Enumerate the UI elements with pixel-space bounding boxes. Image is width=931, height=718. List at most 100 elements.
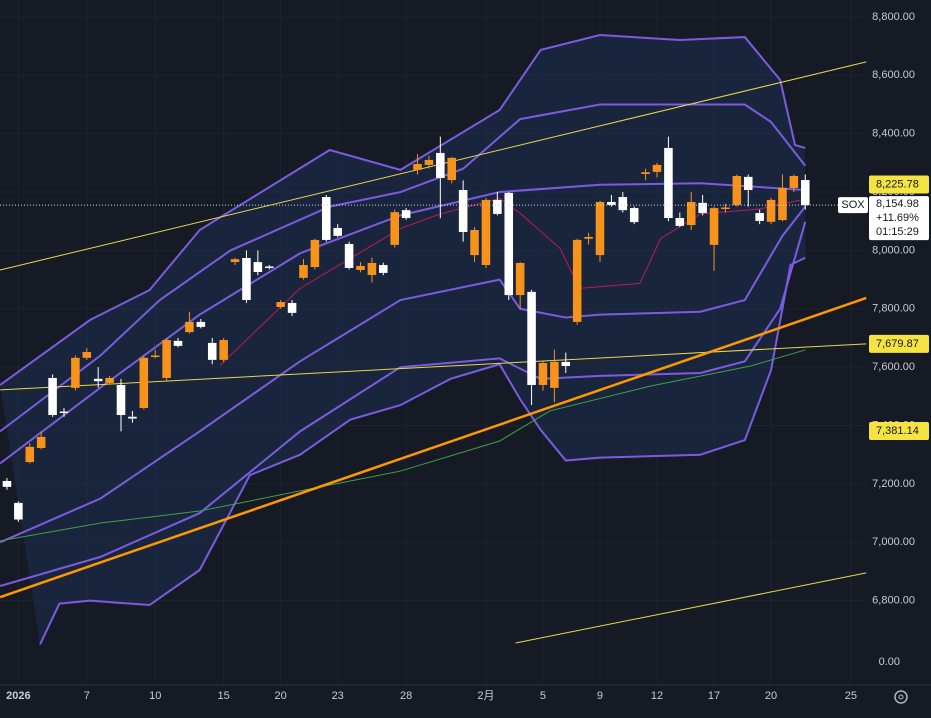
candle-body xyxy=(322,197,331,240)
candle-body xyxy=(310,239,320,268)
candle-body xyxy=(698,202,707,214)
candle-body xyxy=(207,342,217,360)
indicator-line xyxy=(39,256,806,645)
x-tick-label: 7 xyxy=(84,690,90,702)
candle-body xyxy=(652,164,662,172)
settings-icon-core[interactable] xyxy=(898,694,904,700)
y-tick-label: 8,400.00 xyxy=(872,128,915,140)
candle-body xyxy=(664,147,673,219)
candle-body xyxy=(185,321,194,333)
candle-body xyxy=(709,208,719,245)
candle-body xyxy=(116,384,126,416)
candle-body xyxy=(299,265,308,278)
candle-body xyxy=(25,446,35,463)
candle-body xyxy=(550,361,559,388)
candle-body xyxy=(128,416,137,419)
x-tick-label: 20 xyxy=(765,690,777,702)
candle-body xyxy=(59,411,69,414)
bar-countdown: 01:15:29 xyxy=(876,226,919,238)
candle-body xyxy=(447,157,457,181)
candle-body xyxy=(162,340,171,378)
last-price-box xyxy=(869,196,929,241)
candle-body xyxy=(743,176,753,191)
candle-body xyxy=(390,212,399,245)
candle-body xyxy=(219,340,228,360)
candle-body xyxy=(230,259,240,263)
candle-body xyxy=(276,302,285,308)
candle-body xyxy=(538,363,548,385)
candle-body xyxy=(344,243,354,268)
indicator-line xyxy=(219,197,806,366)
candle-body xyxy=(800,180,810,206)
candle-body xyxy=(527,291,536,385)
y-tick-label: 8,600.00 xyxy=(872,69,915,81)
candle-body xyxy=(14,502,23,520)
plot-area xyxy=(0,0,868,685)
x-tick-label: 25 xyxy=(845,690,857,702)
indicator-line xyxy=(0,103,807,433)
candle-body xyxy=(458,190,468,233)
symbol-label: SOX xyxy=(841,199,865,211)
x-tick-label: 20 xyxy=(275,690,287,702)
x-tick-label: 12 xyxy=(651,690,663,702)
x-tick-label: 15 xyxy=(218,690,230,702)
indicator-line xyxy=(0,349,806,542)
candle-body xyxy=(379,265,388,273)
y-tick-label: 7,800.00 xyxy=(872,303,915,315)
candle-body xyxy=(93,378,103,382)
y-tick-label: 8,000.00 xyxy=(872,244,915,256)
candle-body xyxy=(424,159,434,165)
candle-body xyxy=(755,213,764,221)
x-tick-label: 5 xyxy=(540,690,546,702)
candle-body xyxy=(413,164,422,170)
settings-icon-ring[interactable] xyxy=(894,690,908,704)
candle-body xyxy=(139,357,149,409)
candle-body xyxy=(2,480,12,487)
candle-body xyxy=(561,361,571,366)
candle-body xyxy=(150,355,160,357)
x-tick-label: 28 xyxy=(400,690,412,702)
candle-body xyxy=(436,152,445,179)
candle-body xyxy=(493,199,502,214)
candle-body xyxy=(367,262,377,275)
indicator-line xyxy=(0,296,867,599)
candle-body xyxy=(789,175,799,188)
candle-body xyxy=(618,197,628,211)
candle-body xyxy=(242,258,251,301)
indicator-line xyxy=(0,34,806,386)
candle-body xyxy=(105,377,114,383)
candle-body xyxy=(264,266,274,268)
indicator-line xyxy=(515,572,867,644)
x-tick-label: 2月 xyxy=(477,690,494,702)
candle-body xyxy=(584,236,593,239)
y-tick-label: 7,200.00 xyxy=(872,478,915,490)
candle-body xyxy=(504,192,514,296)
candle-body xyxy=(470,229,479,256)
x-tick-label: 2026 xyxy=(6,690,30,702)
price-label-box xyxy=(869,334,929,353)
price-label-box xyxy=(869,422,929,441)
x-tick-label: 10 xyxy=(149,690,161,702)
candle-body xyxy=(607,201,616,205)
candle-body xyxy=(481,199,491,266)
candle-body xyxy=(595,201,605,256)
candle-body xyxy=(721,207,730,210)
price-label: 8,225.78 xyxy=(876,178,919,190)
settings-icon[interactable] xyxy=(894,690,908,704)
candle-body xyxy=(675,218,685,226)
price-label-box xyxy=(869,175,929,194)
candle-body xyxy=(515,262,525,296)
last-price-label: 8,154.98 xyxy=(876,198,919,210)
price-label: 7,679.87 xyxy=(876,338,919,350)
candle-body xyxy=(686,201,696,226)
y-tick-label: 6,800.00 xyxy=(872,595,915,607)
candle-body xyxy=(287,302,297,313)
y-tick-label: 8,800.00 xyxy=(872,11,915,23)
candle-body xyxy=(629,208,639,223)
x-tick-label: 9 xyxy=(597,690,603,702)
x-tick-label: 23 xyxy=(332,690,344,702)
candle-body xyxy=(572,239,582,322)
candle-body xyxy=(356,265,365,270)
candle-body xyxy=(173,340,183,346)
candle-body xyxy=(732,175,742,205)
